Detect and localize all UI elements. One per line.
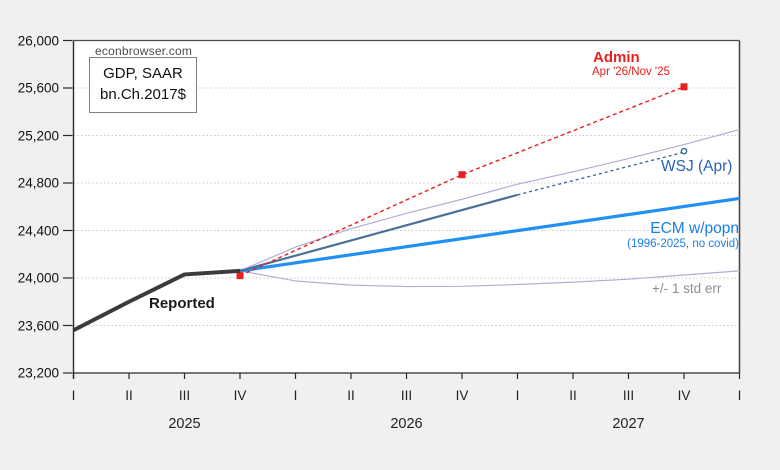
x-tick-label: II [569,388,577,403]
year-label: 2026 [390,416,423,432]
x-tick-label: IV [677,388,691,403]
x-tick-label: III [400,388,413,403]
series-wsj-apr-extension-line [517,151,685,196]
ecm-series-sublabel: (1996-2025, no covid) [627,238,739,250]
y-tick-label: 24,000 [17,270,59,286]
x-tick-label: IV [455,388,469,403]
y-tick-label: 23,600 [17,318,59,333]
chart-title-line1: GDP, SAAR [103,65,183,82]
series-wsj-apr-quarterly-line [239,193,518,272]
admin-series-label: Admin [593,49,640,66]
site-watermark: econbrowser.com [95,44,193,58]
x-tick-label: II [347,388,355,403]
wsj-series-label: WSJ (Apr) [661,158,733,175]
year-label: 2027 [612,416,645,432]
y-tick-label: 24,800 [17,175,59,191]
reported-series-label: Reported [149,295,215,312]
x-tick-label: I [737,388,742,403]
chart-title-box: GDP, SAAR bn.Ch.2017$ [89,57,197,113]
x-tick-label: I [71,388,76,403]
ecm-series-label: ECM w/popn [650,220,739,237]
y-tick-label: 25,200 [17,128,59,143]
series-reported-line [72,268,241,333]
year-label: 2025 [168,416,201,432]
admin-series-sublabel: Apr '26/Nov '25 [592,66,670,78]
y-tick-label: 26,000 [17,33,59,48]
y-tick-label: 23,200 [17,365,59,381]
chart-title-line2: bn.Ch.2017$ [100,86,186,104]
series-ecm-w-popn-1996-2025-no-covid--line [239,196,740,273]
series--1-std-err-band-line [239,270,740,288]
x-tick-label: I [515,388,520,403]
x-tick-label: IV [233,388,247,403]
square-marker [458,171,466,179]
y-tick-label: 25,600 [17,80,59,96]
x-tick-label: III [178,388,191,403]
x-tick-label: I [293,388,298,403]
square-marker [236,272,244,280]
x-tick-label: II [125,388,133,403]
square-marker [680,83,688,91]
circle-marker [680,147,688,155]
y-tick-label: 24,400 [17,223,59,238]
stderr-band-label: +/- 1 std err [652,281,722,296]
x-tick-label: III [622,388,635,403]
